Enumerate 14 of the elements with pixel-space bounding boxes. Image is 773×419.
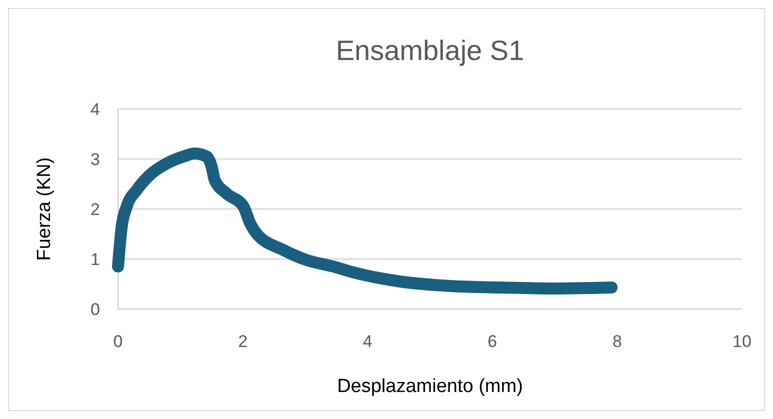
x-tick-label: 6 (488, 332, 498, 351)
x-tick-label: 0 (113, 332, 123, 351)
y-tick-label: 0 (90, 300, 100, 319)
x-tick-label: 8 (612, 332, 622, 351)
y-tick-label: 4 (90, 100, 100, 119)
x-axis-title: Desplazamiento (mm) (337, 376, 523, 397)
x-tick-label: 10 (732, 332, 752, 351)
chart-title: Ensamblaje S1 (336, 35, 524, 66)
y-tick-label: 3 (90, 150, 100, 169)
y-axis-title: Fuerza (KN) (34, 157, 55, 261)
y-tick-label: 1 (90, 250, 100, 269)
y-tick-label: 2 (90, 200, 100, 219)
x-tick-label: 4 (362, 332, 372, 351)
x-tick-label: 2 (238, 332, 248, 351)
